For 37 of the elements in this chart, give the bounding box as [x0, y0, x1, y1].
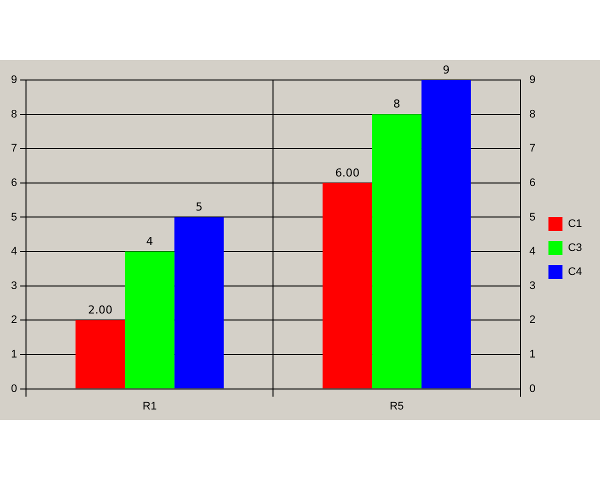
x-tick-label: R1	[142, 400, 157, 412]
data-label: 2.00	[88, 304, 112, 317]
y2-tick-label: 8	[529, 108, 536, 120]
y-tick-label: 2	[10, 314, 18, 326]
y-tick-label: 3	[10, 280, 18, 292]
y2-tick-label: 1	[529, 348, 536, 361]
bar	[174, 217, 224, 388]
y2-tick-label: 5	[529, 211, 536, 224]
y2-tick-label: 6	[529, 176, 536, 189]
y-tick-label: 5	[10, 211, 18, 224]
y-tick-label: 1	[10, 348, 18, 361]
bar	[372, 114, 422, 388]
legend-label: C4	[568, 266, 582, 278]
y2-tick-label: 7	[529, 142, 536, 155]
y-tick-label: 8	[10, 108, 18, 120]
y-tick-label: 6	[10, 176, 18, 189]
data-label: 8	[393, 98, 400, 111]
legend-label: C3	[568, 242, 582, 254]
y2-tick-label: 4	[529, 246, 536, 258]
y-tick-label: 4	[10, 246, 18, 258]
y-tick-label: 9	[10, 74, 18, 86]
y2-tick-label: 3	[529, 280, 536, 292]
data-label: 5	[196, 200, 203, 214]
y2-tick-label: 9	[529, 74, 536, 86]
data-label: 6.00	[335, 166, 360, 180]
y-tick-label: 7	[10, 142, 18, 155]
data-label: 9	[442, 63, 450, 76]
y-tick-label: 0	[10, 382, 18, 395]
legend-label: C1	[568, 218, 582, 230]
bar	[124, 252, 174, 388]
x-tick-label: R5	[390, 400, 404, 412]
bar	[76, 320, 125, 388]
data-label: 4	[146, 234, 154, 248]
bar	[322, 182, 372, 388]
y2-tick-label: 0	[529, 382, 536, 395]
y2-tick-label: 2	[529, 314, 536, 326]
bar	[421, 80, 471, 388]
